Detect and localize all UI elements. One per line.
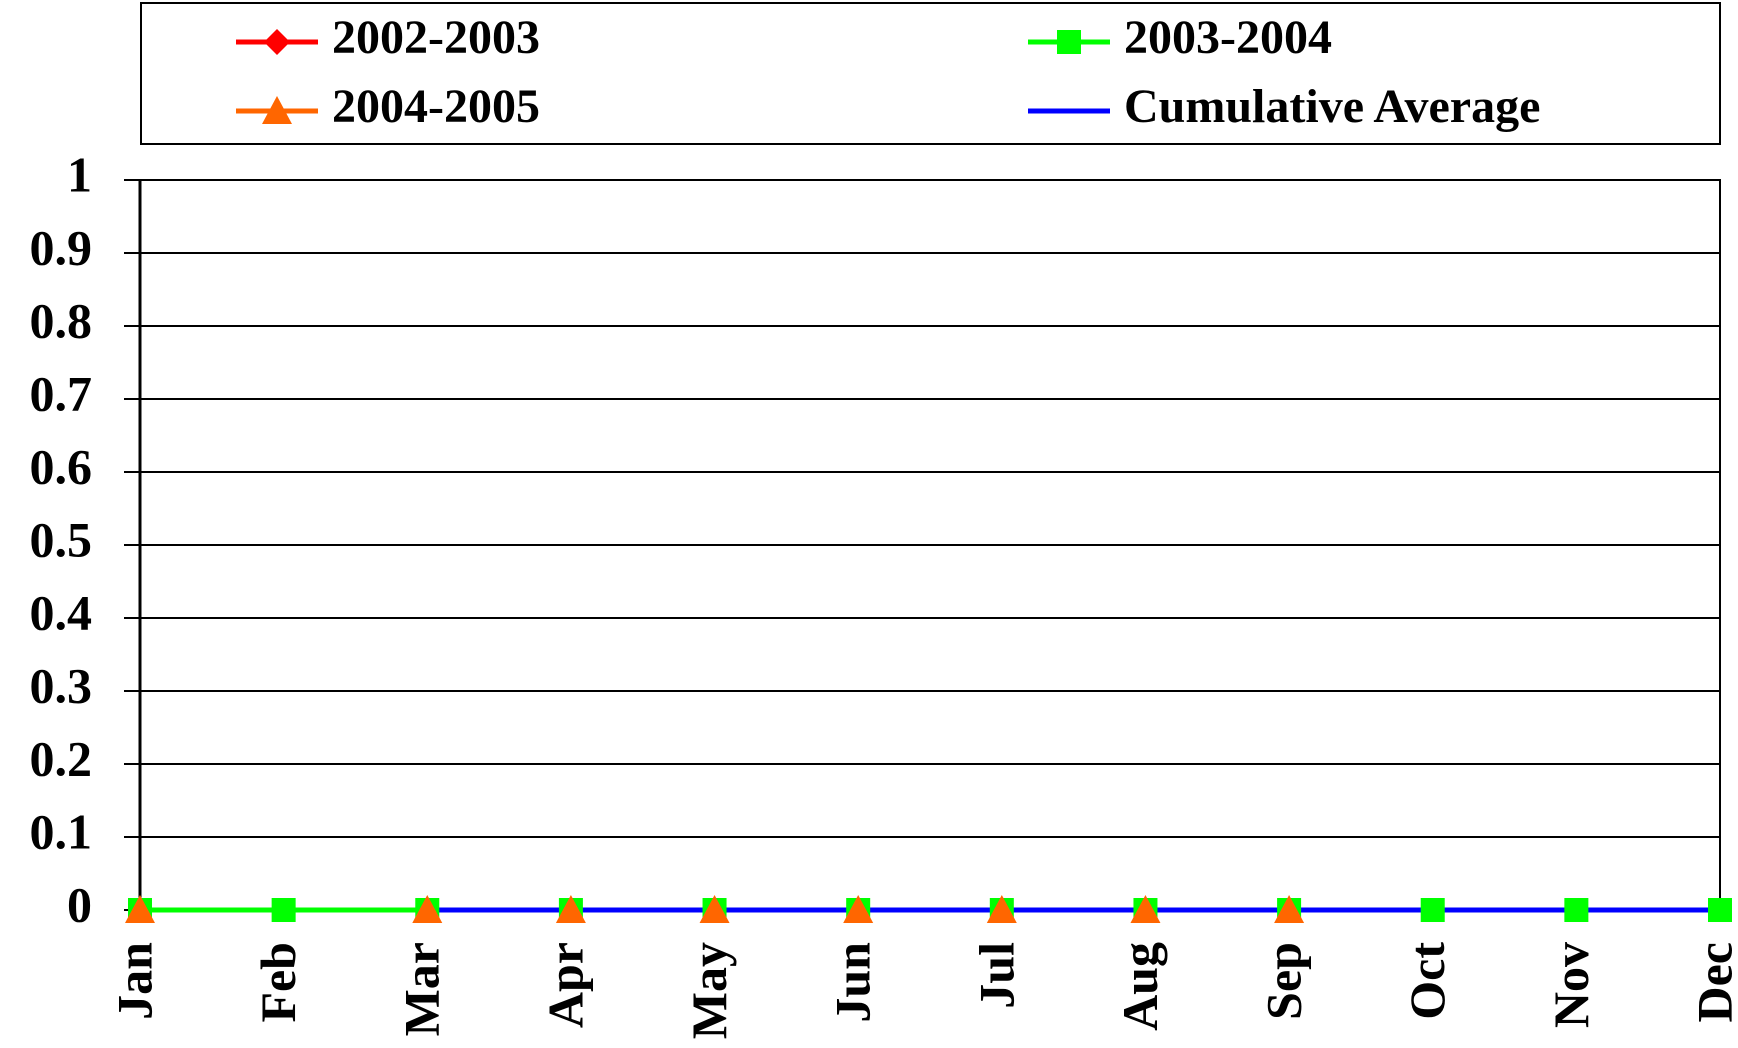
x-tick-label: Apr: [537, 942, 593, 1028]
y-tick-label: 0.8: [30, 292, 93, 348]
series-marker: [271, 898, 296, 922]
x-tick-label: May: [681, 942, 737, 1039]
x-tick-label: Aug: [1112, 942, 1168, 1031]
y-tick-label: 0.3: [30, 657, 93, 713]
x-tick-label: Mar: [394, 942, 450, 1036]
series-marker: [1708, 898, 1732, 922]
y-tick-label: 0.9: [30, 219, 93, 275]
y-tick-label: 1: [67, 146, 92, 202]
y-tick-label: 0: [67, 876, 92, 932]
x-tick-label: Nov: [1543, 942, 1599, 1028]
series-marker: [1420, 898, 1445, 922]
series-marker: [843, 895, 874, 923]
y-tick-label: 0.7: [30, 365, 93, 421]
legend-marker: [1057, 30, 1081, 54]
y-tick-label: 0.4: [30, 584, 93, 640]
legend-marker: [262, 96, 292, 124]
legend-label: Cumulative Average: [1124, 80, 1540, 133]
legend-label: 2004-2005: [332, 80, 540, 133]
y-tick-label: 0.1: [30, 803, 93, 859]
x-tick-label: Jul: [968, 942, 1024, 1009]
x-tick-label: Jun: [825, 942, 881, 1023]
x-tick-label: Feb: [250, 942, 306, 1023]
series-marker: [412, 895, 443, 923]
series-marker: [125, 895, 155, 923]
y-tick-label: 0.5: [30, 511, 93, 567]
y-tick-label: 0.2: [30, 730, 93, 786]
x-tick-label: Dec: [1686, 942, 1738, 1023]
legend-label: 2002-2003: [332, 11, 540, 64]
legend-marker: [264, 29, 290, 55]
legend-box: [140, 2, 1721, 145]
series-marker: [986, 895, 1017, 923]
series-marker: [555, 895, 586, 923]
series-marker: [1274, 895, 1305, 923]
x-tick-label: Sep: [1256, 942, 1312, 1020]
series-marker: [1564, 898, 1589, 922]
legend-label: 2003-2004: [1124, 11, 1332, 64]
series-marker: [1130, 895, 1161, 923]
x-tick-label: Oct: [1399, 942, 1455, 1020]
x-tick-label: Jan: [106, 942, 162, 1020]
y-tick-label: 0.6: [30, 438, 93, 494]
series-marker: [699, 895, 730, 923]
